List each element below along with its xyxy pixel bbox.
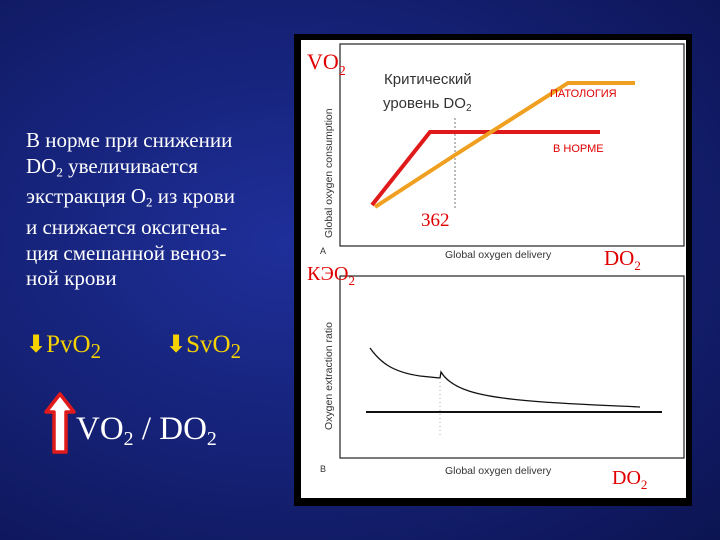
description-line-6: ной крови bbox=[26, 266, 117, 290]
description-line-1: В норме при снижении bbox=[26, 128, 233, 152]
pathology-label: ПАТОЛОГИЯ bbox=[550, 88, 617, 100]
normal-curve bbox=[370, 130, 600, 207]
description-line-4: и снижается оксигена- bbox=[26, 215, 228, 239]
panel-a: Global oxygen consumption Global oxygen … bbox=[307, 43, 685, 273]
down-arrow-icon: ⬇ bbox=[26, 330, 47, 358]
up-arrow-icon bbox=[44, 392, 76, 454]
panel-b-y-title: КЭО2 bbox=[307, 263, 355, 288]
svo2-marker: ⬇SvO2 bbox=[166, 330, 241, 364]
panel-a-x-axis-label: Global oxygen delivery bbox=[445, 249, 552, 261]
panel-b-axes bbox=[339, 275, 685, 459]
panel-b-letter: B bbox=[320, 464, 326, 474]
panel-a-letter: A bbox=[320, 246, 326, 256]
description-line-5: ция смешанной веноз- bbox=[26, 240, 227, 265]
description-line-2: DO2 увеличивается bbox=[26, 153, 198, 179]
extraction-ratio-curve bbox=[369, 347, 641, 408]
panel-a-y-axis-label: Global oxygen consumption bbox=[323, 108, 335, 238]
panel-b: Oxygen extraction ratio Global oxygen de… bbox=[307, 263, 685, 492]
panel-b-x-axis-label: Global oxygen delivery bbox=[445, 465, 552, 477]
panel-a-axes bbox=[339, 43, 685, 247]
critical-label-line1: Критический bbox=[384, 71, 472, 88]
pathology-curve bbox=[373, 81, 635, 209]
panel-b-y-axis-label: Oxygen extraction ratio bbox=[323, 322, 335, 430]
ratio-label: VO2 / DO2 bbox=[76, 411, 217, 450]
critical-label-line2: уровень DO2 bbox=[383, 95, 472, 114]
critical-value: 362 bbox=[421, 210, 450, 231]
pvo2-marker: ⬇PvO2 bbox=[26, 330, 101, 364]
pvo2-label: PvO2 bbox=[46, 331, 101, 363]
down-arrow-icon: ⬇ bbox=[166, 330, 187, 358]
description-line-3: экстракция O2 из крови bbox=[26, 184, 235, 210]
svo2-label: SvO2 bbox=[186, 331, 241, 363]
description-text: В норме при снижении DO2 увеличивается э… bbox=[26, 128, 288, 292]
normal-label: В НОРМЕ bbox=[553, 143, 604, 155]
